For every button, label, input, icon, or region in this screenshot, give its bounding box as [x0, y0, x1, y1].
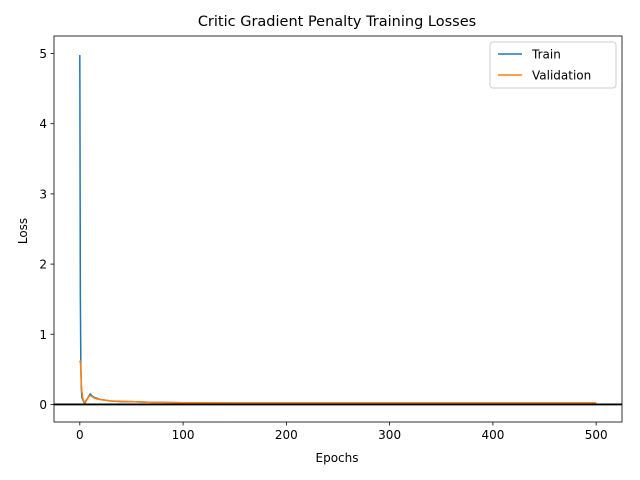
legend-label-validation: Validation — [532, 69, 591, 83]
x-tick-label: 500 — [585, 428, 608, 442]
y-tick-label: 2 — [39, 258, 47, 272]
x-tick-label: 300 — [378, 428, 401, 442]
y-axis-label: Loss — [16, 218, 30, 244]
x-tick-label: 200 — [275, 428, 298, 442]
y-tick-label: 3 — [39, 187, 47, 201]
y-tick-label: 0 — [39, 398, 47, 412]
plot-frame — [53, 35, 623, 423]
y-tick-label: 1 — [39, 328, 47, 342]
series-line-validation — [79, 360, 597, 404]
x-axis-label: Epochs — [316, 451, 359, 465]
chart-title: Critic Gradient Penalty Training Losses — [198, 14, 476, 30]
x-tick-label: 100 — [172, 428, 195, 442]
x-tick-label: 0 — [76, 428, 84, 442]
y-tick-label: 5 — [39, 47, 47, 61]
y-tick-label: 4 — [39, 117, 47, 131]
legend-label-train: Train — [531, 48, 561, 62]
x-tick-label: 400 — [481, 428, 504, 442]
plot-area: 0 100 200 300 400 500 0 1 2 3 4 5 Train Validation — [39, 35, 623, 442]
